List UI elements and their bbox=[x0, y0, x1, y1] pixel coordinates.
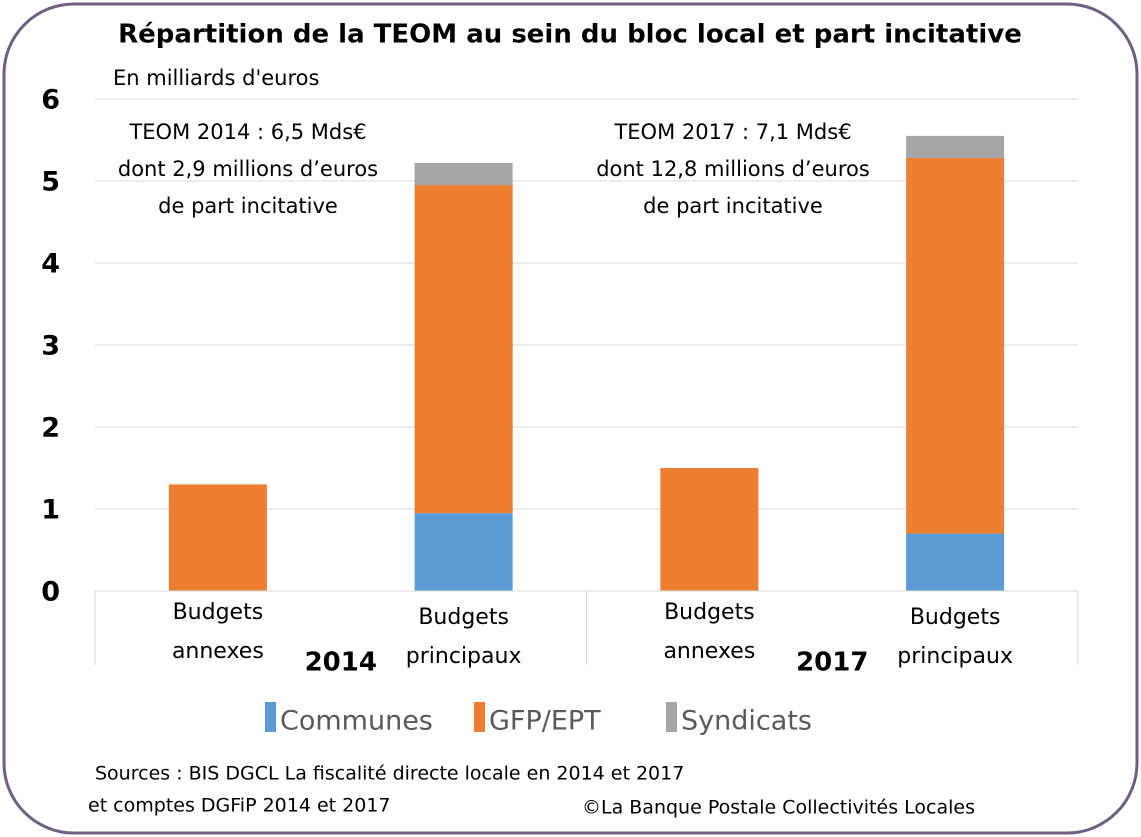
legend-label: Communes bbox=[280, 706, 433, 737]
annotation: dont 2,9 millions d’euros bbox=[118, 157, 378, 181]
annotation: de part incitative bbox=[158, 194, 338, 218]
annotation: TEOM 2014 : 6,5 Mds€ bbox=[128, 120, 366, 144]
annotation: dont 12,8 millions d’euros bbox=[596, 157, 870, 181]
legend-label: Syndicats bbox=[681, 706, 812, 737]
legend-swatch bbox=[265, 702, 276, 732]
bar-segment bbox=[414, 162, 513, 186]
x-tick-label: Budgets principaux bbox=[405, 605, 522, 669]
bar-segment bbox=[906, 158, 1005, 534]
group-label: 2014 bbox=[305, 648, 377, 678]
bar-segment bbox=[414, 185, 513, 514]
x-tick-label: Budgets annexes bbox=[663, 600, 756, 664]
bar-segment bbox=[414, 513, 513, 591]
y-tick-label: 6 bbox=[41, 85, 60, 116]
y-tick-label: 1 bbox=[41, 495, 60, 526]
x-tick-label: Budgets annexes bbox=[171, 600, 264, 664]
group-label: 2017 bbox=[796, 648, 868, 678]
y-tick-label: 3 bbox=[41, 331, 60, 362]
y-tick-label: 4 bbox=[41, 249, 60, 280]
source: et comptes DGFiP 2014 et 2017 bbox=[88, 795, 391, 817]
source: Sources : BIS DGCL La fiscalité directe … bbox=[95, 763, 684, 785]
chart-title: Répartition de la TEOM au sein du bloc l… bbox=[118, 20, 1022, 50]
annotation: TEOM 2017 : 7,1 Mds€ bbox=[613, 120, 851, 144]
bar-segment bbox=[168, 484, 267, 591]
legend-label: GFP/EPT bbox=[489, 706, 601, 737]
y-tick-label: 0 bbox=[41, 577, 60, 608]
annotation: de part incitative bbox=[643, 194, 823, 218]
legend-swatch bbox=[666, 702, 677, 732]
bar-segment bbox=[906, 135, 1005, 159]
copyright: ©La Banque Postale Collectivités Locales bbox=[582, 797, 975, 819]
bar-segment bbox=[906, 533, 1005, 591]
subtitle: En milliards d'euros bbox=[113, 66, 319, 90]
bar-segment bbox=[660, 468, 759, 591]
y-tick-label: 2 bbox=[41, 413, 60, 444]
x-tick-label: Budgets principaux bbox=[897, 605, 1013, 669]
y-tick-label: 5 bbox=[41, 167, 60, 198]
legend-swatch bbox=[474, 702, 485, 732]
